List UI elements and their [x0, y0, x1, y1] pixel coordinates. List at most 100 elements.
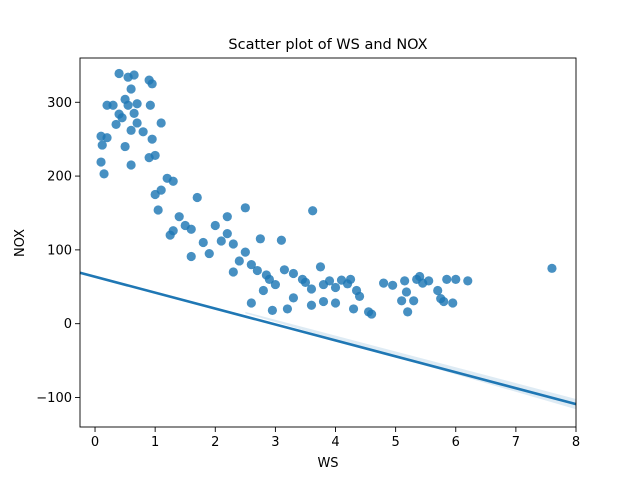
scatter-points	[96, 68, 557, 319]
data-point	[165, 230, 175, 240]
data-point	[318, 296, 329, 307]
data-point	[222, 212, 232, 222]
data-point	[144, 75, 154, 85]
data-point	[120, 141, 130, 152]
data-point	[424, 276, 434, 286]
x-tick-label: 8	[572, 435, 580, 450]
data-point	[300, 277, 311, 287]
x-tick-label: 7	[512, 435, 520, 450]
data-point	[397, 296, 407, 306]
data-point	[306, 284, 317, 294]
data-point	[276, 235, 287, 245]
data-point	[451, 274, 461, 284]
data-point	[288, 293, 299, 303]
plot-frame	[79, 57, 577, 428]
y-tick-label: 300	[47, 96, 72, 111]
data-point	[156, 118, 166, 128]
data-point	[379, 278, 389, 288]
y-tick-label: 100	[47, 243, 72, 258]
data-point	[267, 305, 277, 315]
data-point	[240, 203, 250, 213]
data-point	[324, 276, 335, 286]
data-point	[433, 285, 443, 296]
data-point	[99, 169, 109, 179]
x-tick-label: 3	[271, 435, 279, 450]
data-point	[240, 247, 250, 257]
data-point	[282, 304, 293, 314]
data-point	[246, 298, 256, 308]
data-point	[150, 189, 160, 200]
x-tick-label: 4	[331, 435, 339, 450]
data-point	[439, 296, 449, 307]
data-point	[345, 274, 356, 284]
data-point	[129, 108, 139, 118]
data-point	[145, 100, 155, 110]
data-point	[315, 262, 326, 272]
data-point	[153, 205, 163, 215]
data-point	[138, 127, 148, 137]
data-point	[126, 160, 136, 170]
data-point	[186, 251, 196, 262]
data-point	[204, 248, 214, 259]
data-point	[210, 220, 220, 231]
data-point	[126, 125, 136, 135]
data-point	[306, 300, 317, 310]
data-point	[246, 260, 256, 270]
data-point	[255, 234, 265, 244]
data-point	[132, 118, 142, 128]
x-tick-label: 0	[91, 435, 99, 450]
data-point	[198, 237, 208, 248]
x-tick-label: 6	[452, 435, 460, 450]
data-point	[186, 224, 196, 234]
data-point	[216, 236, 226, 246]
y-axis-ticks: −100 0 100 200 300	[36, 96, 80, 406]
data-point	[330, 282, 341, 293]
data-point	[228, 267, 238, 277]
data-point	[270, 279, 280, 290]
data-point	[126, 84, 136, 94]
data-point	[252, 265, 262, 276]
data-point	[132, 99, 142, 109]
data-point	[111, 119, 121, 130]
data-point	[308, 206, 318, 216]
y-tick-label: −100	[36, 391, 72, 406]
data-point	[192, 192, 202, 203]
data-point	[288, 268, 299, 279]
data-point	[234, 256, 244, 266]
data-point	[97, 140, 107, 150]
data-point	[174, 212, 184, 222]
data-point	[366, 309, 377, 319]
data-point	[442, 274, 452, 284]
data-point	[330, 298, 341, 308]
data-point	[102, 133, 112, 143]
data-point	[114, 68, 124, 79]
data-point	[228, 239, 238, 249]
data-point	[258, 285, 268, 296]
data-point	[403, 307, 413, 317]
data-point	[222, 229, 232, 239]
data-point	[147, 134, 157, 144]
data-point	[388, 280, 398, 290]
regression-line	[79, 271, 577, 406]
regression-line-stroke	[79, 271, 577, 406]
y-axis-label: NOX	[13, 229, 28, 257]
data-point	[108, 100, 118, 110]
data-point	[144, 153, 154, 163]
x-axis-label: WS	[317, 456, 338, 471]
data-point	[123, 72, 133, 82]
data-point	[264, 274, 274, 284]
x-tick-label: 2	[211, 435, 219, 450]
data-point	[168, 176, 178, 186]
x-tick-label: 1	[151, 435, 159, 450]
data-point	[354, 291, 365, 301]
x-axis-ticks: 0 1 2 3 4 5 6 7 8	[91, 427, 580, 450]
data-point	[348, 304, 359, 314]
data-point	[117, 113, 127, 123]
y-tick-label: 200	[47, 170, 72, 185]
y-tick-label: 0	[64, 317, 72, 332]
x-tick-label: 5	[391, 435, 399, 450]
chart-title: Scatter plot of WS and NOX	[228, 37, 427, 53]
data-point	[401, 287, 412, 297]
data-point	[279, 265, 290, 275]
